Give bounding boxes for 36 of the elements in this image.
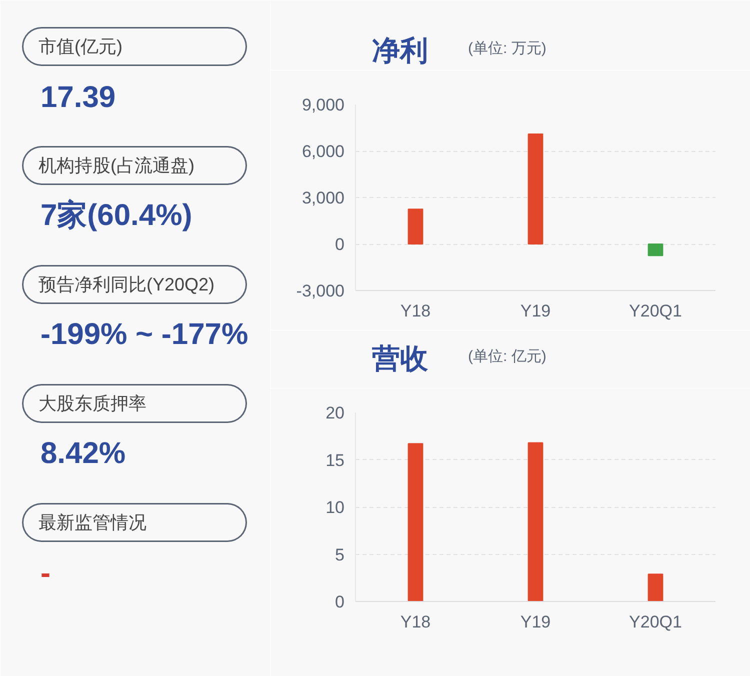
text: -199% ~ -177%: [40, 318, 248, 351]
text: 预告净利同比(Y20Q2): [38, 274, 215, 294]
x-tick-label: Y18: [400, 612, 431, 632]
bar: [408, 208, 424, 244]
chart-title: 营收: [371, 343, 429, 374]
text: 市值(亿元): [38, 36, 122, 56]
text: 17.39: [40, 81, 116, 114]
bar: [528, 133, 544, 244]
x-tick-label: Y19: [520, 302, 551, 320]
text: -: [40, 557, 50, 590]
bar: [528, 442, 544, 602]
chart-title: 净利: [372, 35, 428, 66]
text: 最新监管情况: [38, 512, 146, 532]
text: 机构持股(占流通盘): [38, 156, 194, 176]
y-tick-label: 3,000: [302, 188, 345, 208]
y-tick-label: 0: [335, 592, 345, 612]
y-tick-label: 15: [326, 450, 345, 470]
y-tick-label: -3,000: [296, 282, 344, 300]
y-tick-label: 6,000: [302, 142, 345, 161]
bar: [648, 244, 664, 256]
x-tick-label: Y20Q1: [629, 612, 682, 632]
y-tick-label: 20: [326, 404, 345, 422]
y-tick-label: 5: [335, 545, 345, 564]
text: 大股东质押率: [38, 394, 146, 414]
chart-subtitle: (单位: 亿元): [468, 348, 546, 365]
y-tick-label: 9,000: [302, 96, 345, 114]
x-tick-label: Y18: [400, 302, 431, 320]
x-tick-label: Y20Q1: [629, 302, 682, 320]
x-tick-label: Y19: [520, 612, 551, 632]
bar: [408, 443, 424, 602]
y-tick-label: 0: [335, 235, 345, 254]
text: 8.42%: [40, 437, 126, 470]
y-tick-label: 10: [326, 498, 345, 517]
text: 7家(60.4%): [40, 198, 192, 232]
bar: [648, 574, 664, 602]
chart-subtitle: (单位: 万元): [468, 40, 546, 57]
